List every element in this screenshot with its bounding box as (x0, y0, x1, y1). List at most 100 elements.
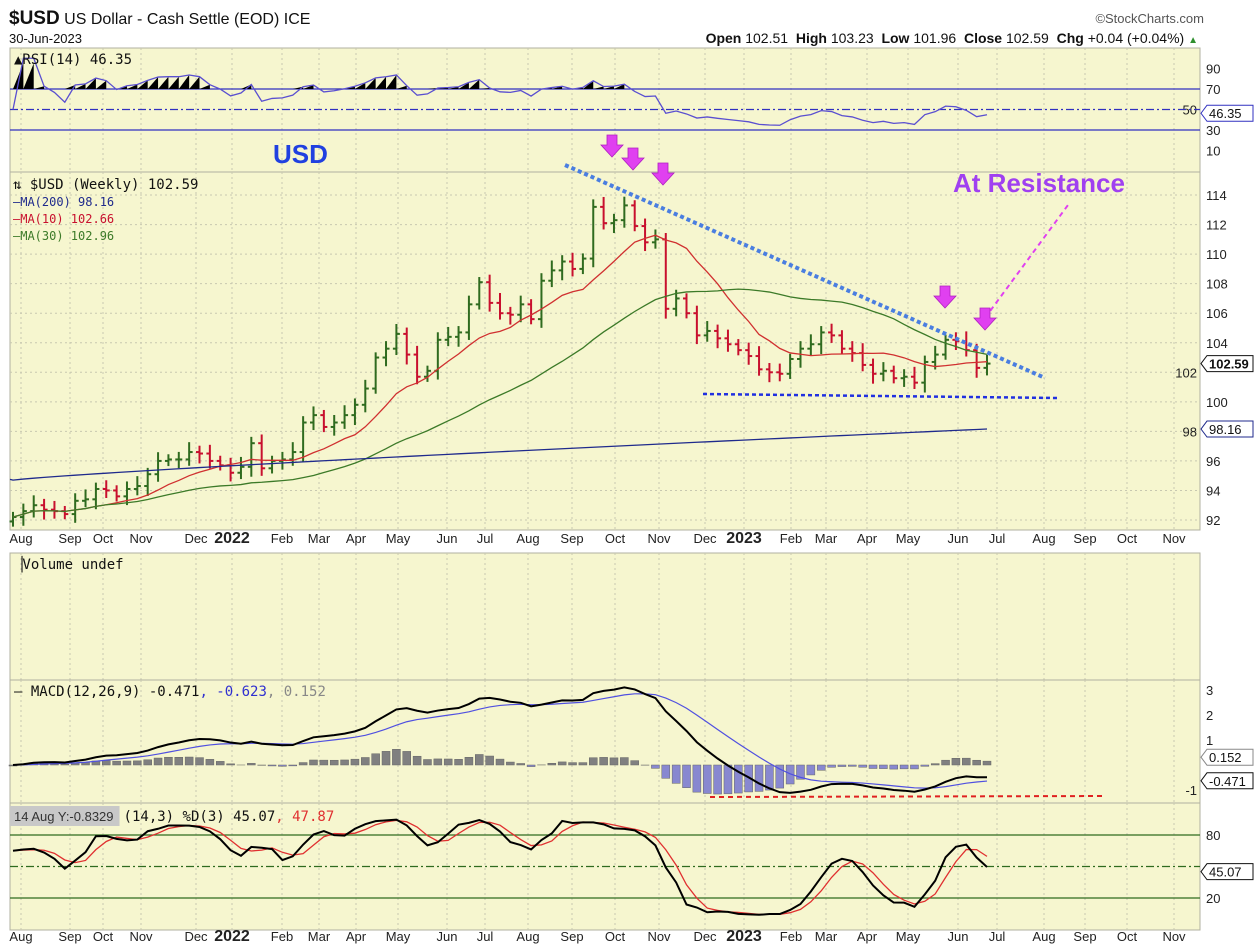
x-tick-label: Sep (560, 929, 583, 944)
macd-tick-label: -1 (1185, 783, 1197, 798)
x-tick-label: Nov (647, 531, 671, 546)
price-tick-label: 94 (1206, 483, 1220, 498)
ohlc-bar (444, 326, 452, 347)
x-tick-label: Oct (605, 929, 626, 944)
x-tick-label: Sep (1073, 929, 1096, 944)
macd-histogram-bar (309, 759, 318, 766)
ohlc-bar (579, 253, 587, 275)
macd-histogram-bar (692, 764, 702, 793)
macd-histogram-bar (112, 760, 121, 766)
ohlc-bar (589, 199, 597, 268)
ohlc-bar (517, 295, 525, 323)
ohlc-bar (755, 346, 763, 376)
ohlc-bar (309, 406, 317, 431)
x-tick-label: May (386, 531, 411, 546)
price-tick-label: 92 (1206, 513, 1220, 528)
macd-histogram-bar (433, 758, 443, 766)
macd-hist-tag-box (1200, 748, 1254, 766)
macd-signal-line (12, 693, 988, 789)
chg-label: Chg (1056, 30, 1084, 46)
ohlc-bar (299, 416, 307, 462)
stoch-d-value: , 47.87 (275, 809, 334, 825)
x-tick-label: Jun (948, 531, 969, 546)
macd-histogram-bar (184, 756, 194, 766)
macd-tick-label: 3 (1206, 683, 1213, 698)
price-tick-label: 110 (1206, 247, 1227, 262)
stoch-title: (14,3) %D(3) 45.07, 47.87 (124, 809, 335, 825)
macd-histogram-bar (930, 763, 940, 766)
macd-histogram-bar (785, 764, 795, 785)
macd-hist-tag: 0.152 (1209, 750, 1242, 765)
macd-histogram-bar (630, 760, 639, 766)
price-legend-item: —MA(30) 102.96 (13, 229, 114, 243)
macd-histogram-bar (578, 762, 588, 766)
macd-histogram-bar (133, 760, 142, 766)
macd-histogram-bar (599, 757, 608, 766)
price-last-tag: 102.59 (1209, 357, 1249, 372)
ohlc-bar (765, 362, 773, 383)
macd-histogram-bar (526, 764, 536, 767)
ohlc-bar (82, 489, 90, 508)
macd-histogram-bar (392, 749, 401, 766)
x-tick-label: Sep (1073, 531, 1096, 546)
macd-histogram-bar (412, 755, 422, 766)
macd-histogram-bar (827, 764, 836, 768)
ohlc-bar (569, 252, 577, 277)
x-tick-label: Oct (93, 531, 114, 546)
stoch-k-line (12, 818, 988, 916)
ohlc-bar (361, 379, 369, 413)
down-arrow-icon (600, 134, 624, 158)
ohlc-bar (942, 334, 950, 360)
ohlc-bar (786, 353, 794, 379)
macd-histogram-bar (723, 764, 733, 795)
macd-histogram-bar (620, 757, 629, 766)
macd-histogram-bar (226, 763, 235, 766)
macd-histogram-bar (951, 758, 961, 766)
rsi-overbought-fill (23, 63, 34, 89)
rsi-overbought-fill (33, 86, 45, 89)
ohlc-bar (113, 485, 121, 502)
x-tick-label: May (896, 531, 921, 546)
macd-histogram-bar (164, 756, 173, 766)
x-tick-label: Mar (815, 929, 838, 944)
rsi-line (12, 57, 988, 126)
ohlc-bar (610, 213, 618, 234)
ohlc-bar (102, 480, 110, 498)
ohlc-bar (175, 451, 183, 469)
ohlc-bar (496, 292, 504, 320)
ohlc-bar (133, 476, 141, 496)
ma30-line (12, 288, 988, 518)
macd-histogram-bar (962, 757, 971, 766)
macd-histogram-bar (568, 762, 577, 766)
ohlc-bar (620, 196, 628, 228)
macd-histogram-bar (702, 764, 712, 794)
macd-tick-label: 1 (1206, 733, 1213, 748)
macd-histogram-bar (60, 763, 70, 766)
macd-histogram-bar (495, 758, 505, 766)
ohlc-bar (910, 366, 918, 389)
x-tick-label: Jul (477, 929, 494, 944)
rsi-overbought-fill (64, 84, 76, 89)
ohlc-bar (144, 467, 152, 496)
x-tick-label: Jun (437, 929, 458, 944)
ma200-last-tag-box (1200, 420, 1254, 438)
ohlc-bar (71, 493, 79, 523)
rsi-overbought-fill (147, 77, 159, 89)
x-tick-label: Jul (989, 531, 1006, 546)
resistance-trendline (564, 163, 1046, 380)
down-arrow-icon (621, 147, 645, 171)
macd-histogram-bar (102, 760, 111, 766)
x-tick-label: Dec (693, 929, 717, 944)
x-tick-label: Aug (1032, 929, 1055, 944)
x-tick-label: Mar (308, 531, 331, 546)
price-last-tag-box (1200, 355, 1254, 373)
ma200-line (9, 428, 988, 481)
macd-histogram-bar (848, 764, 857, 767)
x-tick-label: Jun (437, 531, 458, 546)
down-arrow-icon (973, 307, 997, 331)
macd-histogram-bar (215, 761, 225, 766)
ohlc-bar (931, 345, 939, 370)
rsi-tick-label: 10 (1206, 144, 1220, 159)
macd-histogram-bar (816, 764, 826, 771)
